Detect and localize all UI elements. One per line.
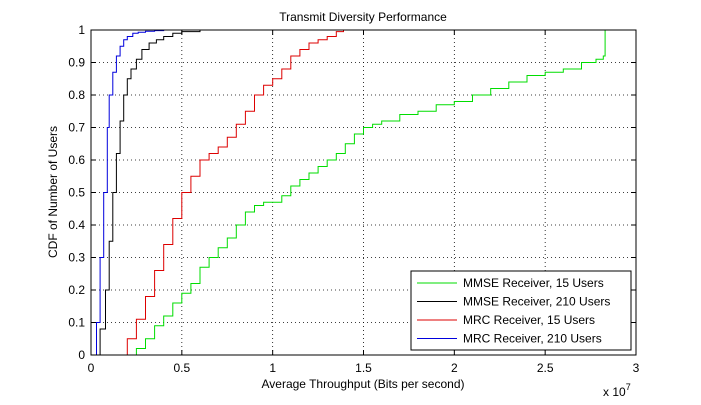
legend-label-4: MRC Receiver, 210 Users <box>463 332 602 346</box>
series-lines <box>92 29 606 356</box>
x-tick-label: 1 <box>269 361 276 375</box>
chart-title: Transmit Diversity Performance <box>279 10 447 24</box>
series-line-2 <box>92 29 228 356</box>
y-axis-label: CDF of Number of Users <box>46 126 60 258</box>
legend: MMSE Receiver, 15 Users MMSE Receiver, 21… <box>410 270 632 351</box>
y-tick-label: 1 <box>78 23 85 37</box>
x-tick-label: 2 <box>451 361 458 375</box>
y-tick-label: 0.6 <box>68 153 85 167</box>
y-tick-label: 0.5 <box>68 186 85 200</box>
x-tick-label: 2.5 <box>537 361 554 375</box>
y-tick-label: 0.1 <box>68 316 85 330</box>
legend-box <box>410 270 632 351</box>
y-tick-label: 0.9 <box>68 56 85 70</box>
y-tick-label: 0.2 <box>68 283 85 297</box>
legend-label-3: MRC Receiver, 15 Users <box>463 313 595 327</box>
x-tick-label: 0.5 <box>173 361 190 375</box>
y-tick-label: 0.3 <box>68 251 85 265</box>
y-tick-label: 0.8 <box>68 88 85 102</box>
series-line-4 <box>92 29 182 356</box>
x-exponent-label: x 107 <box>603 382 631 399</box>
series-line-1 <box>127 30 606 356</box>
x-tick-label: 3 <box>633 361 640 375</box>
axis-ticks: 0 0.5 1 1.5 2 2.5 3 0 0.1 0.2 0.3 0.4 0.5 0.6 0.7 0.8 0.… <box>68 23 639 375</box>
legend-label-1: MMSE Receiver, 15 Users <box>463 276 604 290</box>
x-tick-label: 0 <box>88 361 95 375</box>
y-tick-label: 0.7 <box>68 121 85 135</box>
x-axis-label: Average Throughput (Bits per second) <box>261 377 464 391</box>
legend-label-2: MMSE Receiver, 210 Users <box>463 295 610 309</box>
y-tick-label: 0 <box>78 348 85 362</box>
x-exponent-power: 7 <box>626 382 631 392</box>
x-tick-label: 1.5 <box>355 361 372 375</box>
x-exponent-base: x 10 <box>603 385 626 399</box>
y-tick-label: 0.4 <box>68 218 85 232</box>
series-line-3 <box>118 30 344 356</box>
